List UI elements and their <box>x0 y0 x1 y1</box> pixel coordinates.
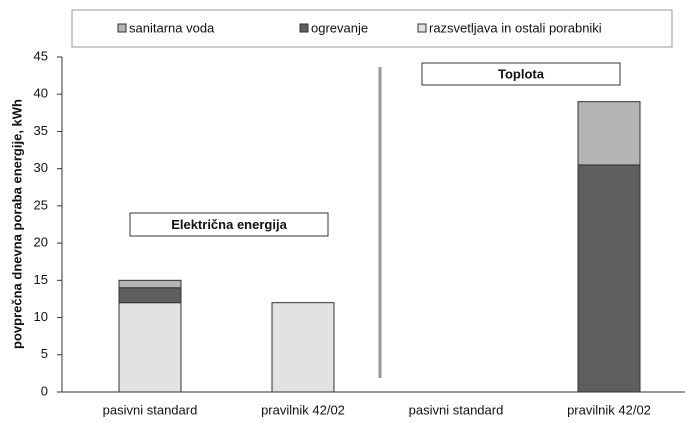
legend-swatch <box>299 23 309 33</box>
y-tick-label: 30 <box>34 160 48 175</box>
bar-segment <box>118 279 182 289</box>
annotation-box <box>129 212 329 237</box>
bar-segment <box>577 101 641 166</box>
legend-swatch <box>417 23 427 33</box>
y-tick-label: 0 <box>41 383 48 398</box>
x-tick-label: pravilnik 42/02 <box>567 402 651 417</box>
y-tick-label: 10 <box>34 309 48 324</box>
y-tick-label: 20 <box>34 235 48 250</box>
y-tick-label: 25 <box>34 197 48 212</box>
y-tick-label: 5 <box>41 346 48 361</box>
x-tick-label: pasivni standard <box>409 402 504 417</box>
annotation: Toplota <box>498 66 545 81</box>
bar-segment <box>118 287 182 304</box>
bar-segment <box>577 164 641 393</box>
y-tick-label: 45 <box>34 48 48 63</box>
bar-segment <box>271 302 335 393</box>
y-tick-label: 40 <box>34 86 48 101</box>
y-tick-label: 35 <box>34 123 48 138</box>
bar-segment <box>118 302 182 393</box>
legend-label: razsvetljava in ostali porabniki <box>429 20 602 35</box>
x-tick-label: pravilnik 42/02 <box>261 402 345 417</box>
annotation-box <box>421 62 621 86</box>
y-tick-label: 15 <box>34 272 48 287</box>
legend-label: ogrevanje <box>311 20 368 35</box>
x-tick-label: pasivni standard <box>103 402 198 417</box>
y-axis-label: povprečna dnevna poraba energije, kWh <box>9 99 24 349</box>
annotation: Električna energija <box>171 217 287 232</box>
legend-label: sanitarna voda <box>129 20 215 35</box>
legend-box <box>71 9 673 48</box>
legend-swatch <box>117 23 127 33</box>
